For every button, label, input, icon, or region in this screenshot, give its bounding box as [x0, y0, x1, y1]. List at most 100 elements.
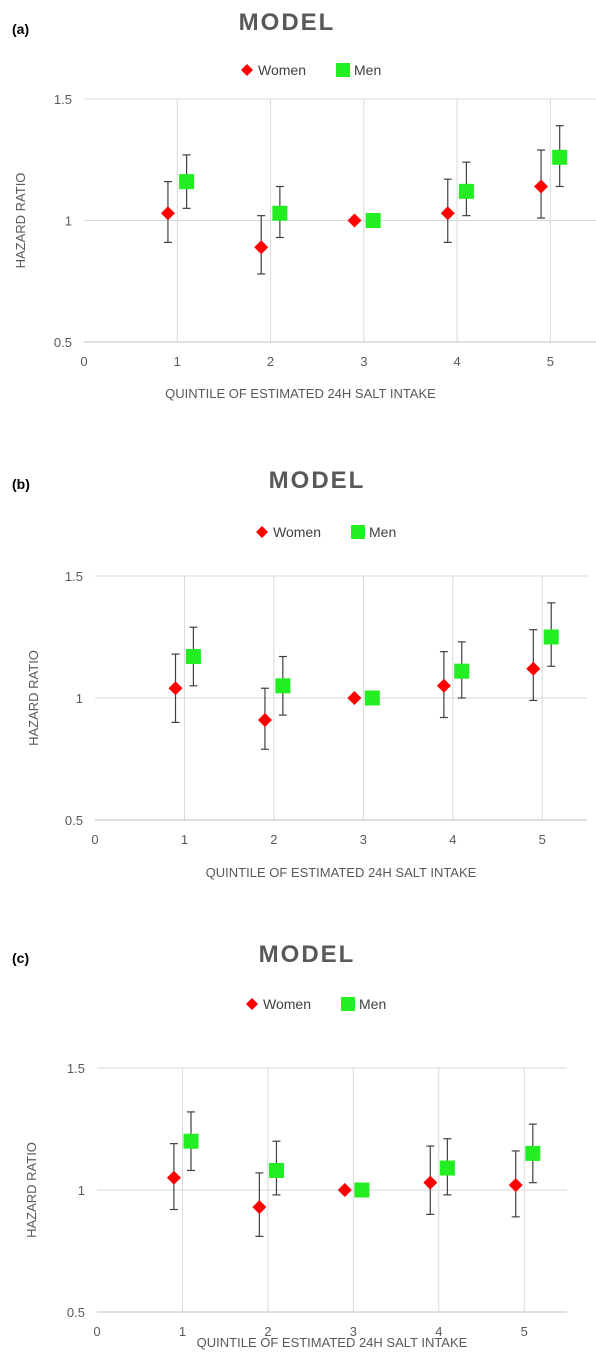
chart-panel-b: (b) MODEL Women Men 0.5 1 1.5 0 1 2 3 4 5 HAZARD RATI… — [12, 467, 587, 880]
data-point — [534, 179, 549, 194]
data-point — [354, 1182, 370, 1198]
gridlines — [95, 575, 587, 820]
data-point — [254, 240, 269, 255]
y-tick-label: 0.5 — [67, 1305, 85, 1320]
legend-marker-men — [336, 63, 350, 77]
legend-marker-women — [256, 526, 268, 538]
x-axis-title: QUINTILE OF ESTIMATED 24H SALT INTAKE — [206, 865, 477, 880]
x-tick-label: 5 — [547, 354, 554, 369]
legend-marker-men — [341, 997, 355, 1011]
data-point — [257, 712, 272, 727]
x-tick-label: 3 — [360, 354, 367, 369]
y-tick-label: 1 — [65, 214, 72, 229]
series-women — [160, 149, 549, 275]
data-point — [458, 183, 474, 199]
y-tick-label: 1.5 — [65, 569, 83, 584]
data-point — [552, 149, 568, 165]
gridlines — [97, 1067, 567, 1312]
data-point — [436, 678, 451, 693]
y-axis-title: HAZARD RATIO — [26, 650, 41, 746]
data-point — [166, 1170, 181, 1185]
legend-label-women: Women — [273, 524, 321, 540]
data-point — [168, 681, 183, 696]
data-point — [347, 691, 362, 705]
data-point — [160, 206, 175, 221]
chart-panel-a: (a) MODEL Women Men 0.5 1 1.5 0 1 2 3 4 5 HAZARD RATI… — [12, 9, 596, 401]
chart-title: MODEL — [259, 941, 356, 968]
legend-label-men: Men — [354, 62, 381, 78]
tick-labels: 0.5 1 1.5 0 1 2 3 4 5 — [67, 1061, 528, 1339]
data-point — [337, 1183, 352, 1197]
data-point — [440, 206, 455, 221]
data-point — [268, 1162, 284, 1178]
y-tick-label: 1 — [76, 691, 83, 706]
y-tick-label: 1.5 — [67, 1061, 85, 1076]
chart-panel-c: (c) MODEL Women Men 0.5 1 1.5 0 1 2 3 4 5 HAZARD RATI… — [12, 941, 567, 1350]
legend-marker-women — [246, 998, 258, 1010]
series-men — [185, 602, 559, 716]
panel-label: (c) — [12, 950, 29, 966]
data-point — [272, 205, 288, 221]
chart-title: MODEL — [269, 467, 366, 494]
panel-label: (a) — [12, 21, 29, 37]
legend-label-men: Men — [359, 996, 386, 1012]
y-tick-label: 1.5 — [54, 92, 72, 107]
x-tick-label: 2 — [270, 832, 277, 847]
data-point — [179, 174, 195, 190]
legend: Women Men — [241, 62, 381, 78]
data-point — [365, 213, 381, 228]
x-tick-label: 0 — [91, 832, 98, 847]
x-tick-label: 4 — [435, 1324, 442, 1339]
x-tick-label: 4 — [449, 832, 456, 847]
data-point — [185, 649, 201, 665]
series-women — [168, 629, 541, 750]
y-axis-title: HAZARD RATIO — [24, 1142, 39, 1238]
y-tick-label: 0.5 — [54, 335, 72, 350]
chart-title: MODEL — [239, 9, 336, 36]
legend-marker-men — [351, 525, 365, 539]
data-point — [543, 629, 559, 645]
gridlines — [84, 98, 596, 342]
series-men — [183, 1111, 541, 1198]
x-axis-title: QUINTILE OF ESTIMATED 24H SALT INTAKE — [165, 386, 436, 401]
data-point — [508, 1178, 523, 1193]
data-point — [364, 690, 380, 706]
data-point — [439, 1160, 455, 1176]
series-women — [166, 1143, 523, 1237]
legend: Women Men — [256, 524, 396, 540]
data-point — [347, 213, 362, 228]
legend-label-women: Women — [263, 996, 311, 1012]
x-axis-title: QUINTILE OF ESTIMATED 24H SALT INTAKE — [197, 1335, 468, 1350]
tick-labels: 0.5 1 1.5 0 1 2 3 4 5 — [54, 92, 554, 369]
x-tick-label: 1 — [174, 354, 181, 369]
legend-label-women: Women — [258, 62, 306, 78]
data-point — [275, 678, 291, 694]
legend-label-men: Men — [369, 524, 396, 540]
series-men — [179, 125, 568, 239]
legend-marker-women — [241, 64, 253, 76]
data-point — [252, 1200, 267, 1215]
y-axis-title: HAZARD RATIO — [13, 173, 28, 269]
legend: Women Men — [246, 996, 386, 1012]
data-point — [526, 661, 541, 676]
data-point — [454, 663, 470, 679]
x-tick-label: 5 — [539, 832, 546, 847]
tick-labels: 0.5 1 1.5 0 1 2 3 4 5 — [65, 569, 546, 847]
y-tick-label: 1 — [78, 1183, 85, 1198]
data-point — [183, 1133, 199, 1149]
x-tick-label: 0 — [93, 1324, 100, 1339]
x-tick-label: 5 — [521, 1324, 528, 1339]
x-tick-label: 3 — [350, 1324, 357, 1339]
x-tick-label: 3 — [360, 832, 367, 847]
x-tick-label: 1 — [181, 832, 188, 847]
x-tick-label: 4 — [453, 354, 460, 369]
x-tick-label: 2 — [264, 1324, 271, 1339]
x-tick-label: 2 — [267, 354, 274, 369]
y-tick-label: 0.5 — [65, 813, 83, 828]
data-point — [525, 1145, 541, 1161]
panel-label: (b) — [12, 476, 30, 492]
data-point — [423, 1175, 438, 1190]
x-tick-label: 1 — [179, 1324, 186, 1339]
x-tick-label: 0 — [80, 354, 87, 369]
